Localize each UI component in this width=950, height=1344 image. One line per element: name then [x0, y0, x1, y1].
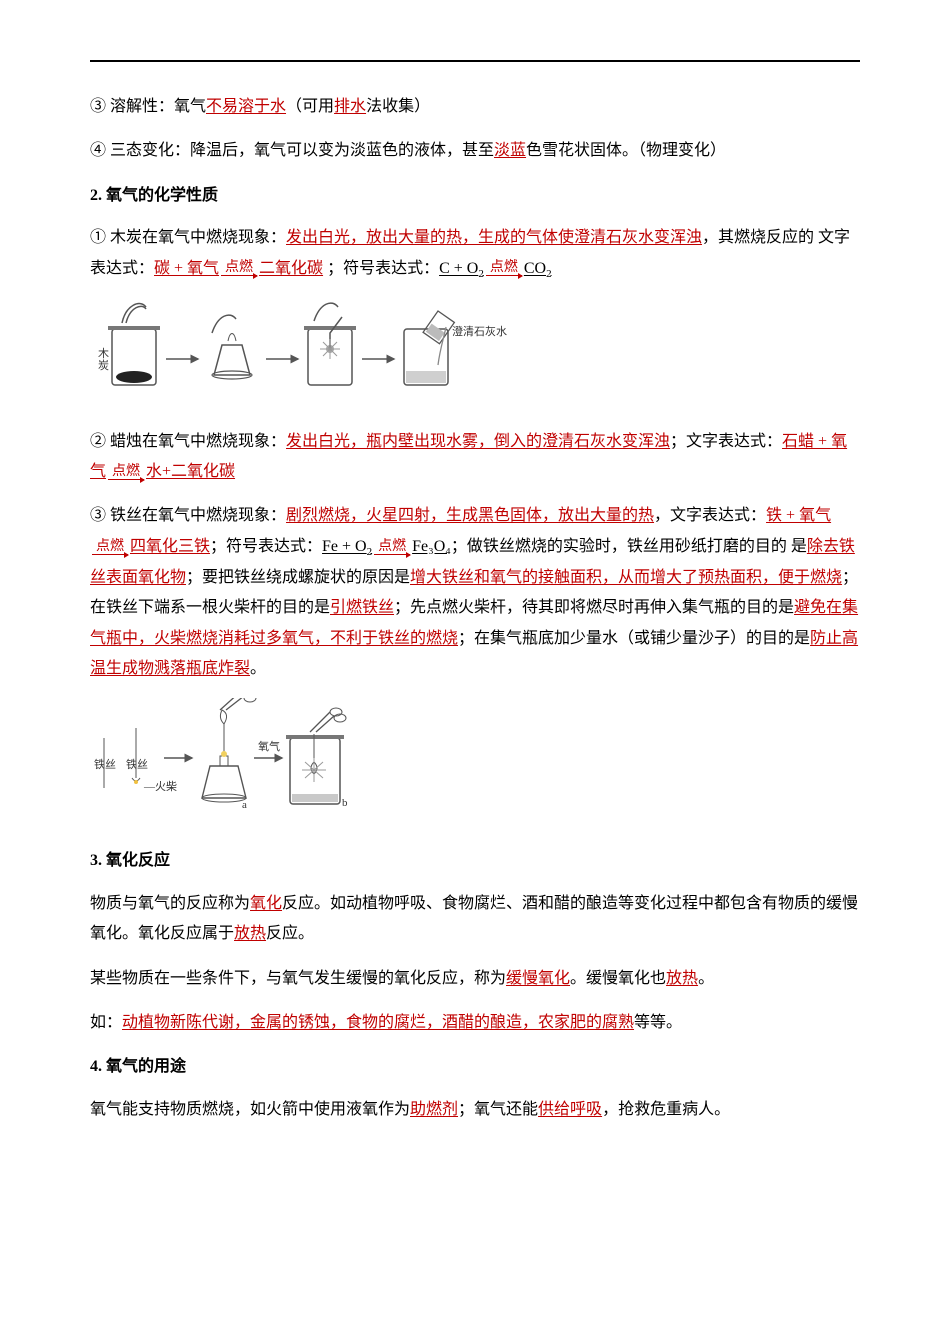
text-red: 淡蓝	[494, 142, 526, 159]
text: ① 木炭在氧气中燃烧现象：	[90, 229, 286, 246]
text-red: 氧化	[250, 895, 282, 912]
label-b: b	[342, 797, 348, 809]
text: ；氧气还能	[458, 1101, 538, 1118]
text-red: 助燃剂	[410, 1101, 458, 1118]
text: 色雪花状固体。（物理变化）	[526, 142, 726, 159]
label-iron: 铁丝	[126, 758, 148, 771]
text: ③ 溶解性：氧气	[90, 98, 206, 115]
reaction-condition: 点燃	[374, 540, 410, 554]
burner-a: a	[202, 698, 256, 811]
jar-2	[304, 303, 356, 385]
reaction-condition: 点燃	[221, 261, 257, 275]
reaction-arrow: 点燃	[108, 465, 144, 480]
diagram-iron-combustion: 铁丝 铁丝 —火柴 a 氧气 b	[90, 698, 860, 828]
text-red: 不易溶于水	[206, 98, 286, 115]
text: 氧气能支持物质燃烧，如火箭中使用液氧作为	[90, 1101, 410, 1118]
reaction-condition: 点燃	[108, 465, 144, 479]
text-red: 增大铁丝和氧气的接触面积，从而增大了预热面积，便于燃烧	[410, 569, 842, 586]
text-red: 碳 + 氧气	[154, 260, 219, 277]
para-state: ④ 三态变化：降温后，氧气可以变为淡蓝色的液体，甚至淡蓝色雪花状固体。（物理变化…	[90, 136, 860, 166]
label-iron: 铁丝	[94, 758, 116, 771]
text-red: 放热	[234, 925, 266, 942]
text: ；在集气瓶底加少量水（或铺少量沙子）的目的是	[458, 630, 810, 647]
jar-3	[404, 311, 454, 385]
para-oxidation-2: 某些物质在一些条件下，与氧气发生缓慢的氧化反应，称为缓慢氧化。缓慢氧化也放热。	[90, 964, 860, 994]
reaction-arrow: 点燃	[92, 540, 128, 555]
label-limewater: 澄清石灰水	[452, 324, 507, 338]
heading-2: 2. 氧气的化学性质	[90, 181, 860, 211]
formula: CO2	[524, 260, 552, 277]
text: 某些物质在一些条件下，与氧气发生缓慢的氧化反应，称为	[90, 970, 506, 987]
text: ；符号表达式：	[210, 538, 322, 555]
formula: C + O2	[439, 260, 484, 277]
text: ，抢救危重病人。	[602, 1101, 730, 1118]
label-match: —火柴	[143, 779, 177, 793]
header-rule	[90, 60, 860, 62]
text: ③ 铁丝在氧气中燃烧现象：	[90, 507, 286, 524]
text-red: 发出白光，瓶内壁出现水雾，倒入的澄清石灰水变浑浊	[286, 433, 670, 450]
text-red: 铁 + 氧气	[766, 507, 831, 524]
para-oxidation-3: 如：动植物新陈代谢，金属的锈蚀，食物的腐烂，酒醋的酿造，农家肥的腐熟等等。	[90, 1008, 860, 1038]
text: ，文字表达式：	[654, 507, 766, 524]
label-a: a	[242, 799, 247, 811]
text-red: 发出白光，放出大量的热，生成的气体使澄清石灰水变浑浊	[286, 229, 702, 246]
text: 是	[791, 538, 807, 555]
text: 反应。	[266, 925, 314, 942]
burner	[212, 315, 252, 379]
diagram-charcoal-combustion: 木炭 澄清石灰水	[90, 299, 860, 409]
reaction-condition: 点燃	[92, 540, 128, 554]
jar-1	[108, 303, 160, 384]
text-red: 剧烈燃烧，火星四射，生成黑色固体，放出大量的热	[286, 507, 654, 524]
text-red: 二氧化碳	[259, 260, 323, 277]
heading-3: 3. 氧化反应	[90, 846, 860, 876]
text: 物质与氧气的反应称为	[90, 895, 250, 912]
text-red: 放热	[666, 970, 698, 987]
diagram-svg: 木炭 澄清石灰水	[90, 299, 510, 409]
label-charcoal: 木炭	[98, 347, 109, 372]
text: ④ 三态变化：降温后，氧气可以变为淡蓝色的液体，甚至	[90, 142, 494, 159]
reaction-arrow: 点燃	[374, 540, 410, 555]
text: 等等。	[634, 1014, 682, 1031]
heading-4: 4. 氧气的用途	[90, 1052, 860, 1082]
text-red: 水+二氧化碳	[146, 463, 235, 480]
text-red: 供给呼吸	[538, 1101, 602, 1118]
text: ；先点燃火柴杆，待其即将燃尽时再伸入集气瓶的目的是	[394, 599, 794, 616]
formula: Fe + O2	[322, 538, 372, 555]
text: （可用	[286, 98, 334, 115]
text: ；要把铁丝绕成螺旋状的原因是	[186, 569, 410, 586]
text: 法收集）	[366, 98, 430, 115]
text: ；符号表达式：	[327, 260, 439, 277]
reaction-arrow: 点燃	[486, 261, 522, 276]
para-uses: 氧气能支持物质燃烧，如火箭中使用液氧作为助燃剂；氧气还能供给呼吸，抢救危重病人。	[90, 1095, 860, 1125]
para-oxidation-1: 物质与氧气的反应称为氧化反应。如动植物呼吸、食物腐烂、酒和醋的酿造等变化过程中都…	[90, 889, 860, 950]
jar-b: b	[286, 708, 348, 809]
diagram-svg: 铁丝 铁丝 —火柴 a 氧气 b	[90, 698, 390, 828]
text-red: 四氧化三铁	[130, 538, 210, 555]
text: ，其燃烧反应的	[702, 229, 814, 246]
para-candle: ② 蜡烛在氧气中燃烧现象：发出白光，瓶内壁出现水雾，倒入的澄清石灰水变浑浊；文字…	[90, 427, 860, 488]
text-red: 引燃铁丝	[330, 599, 394, 616]
text: ；文字表达式：	[670, 433, 782, 450]
text: 如：	[90, 1014, 122, 1031]
label-oxygen: 氧气	[258, 739, 280, 753]
text: ② 蜡烛在氧气中燃烧现象：	[90, 433, 286, 450]
text: 。	[698, 970, 714, 987]
para-iron: ③ 铁丝在氧气中燃烧现象：剧烈燃烧，火星四射，生成黑色固体，放出大量的热，文字表…	[90, 501, 860, 684]
para-charcoal: ① 木炭在氧气中燃烧现象：发出白光，放出大量的热，生成的气体使澄清石灰水变浑浊，…	[90, 223, 860, 284]
text-red: 缓慢氧化	[506, 970, 570, 987]
text-red: 排水	[334, 98, 366, 115]
text: ；做铁丝燃烧的实验时，铁丝用砂纸打磨的目的	[451, 538, 787, 555]
reaction-condition: 点燃	[486, 261, 522, 275]
reaction-arrow: 点燃	[221, 261, 257, 276]
para-solubility: ③ 溶解性：氧气不易溶于水（可用排水法收集）	[90, 92, 860, 122]
text-red: 动植物新陈代谢，金属的锈蚀，食物的腐烂，酒醋的酿造，农家肥的腐熟	[122, 1014, 634, 1031]
text: 。	[250, 660, 266, 677]
text: 。缓慢氧化也	[570, 970, 666, 987]
formula: Fe₃O₄	[412, 538, 451, 555]
